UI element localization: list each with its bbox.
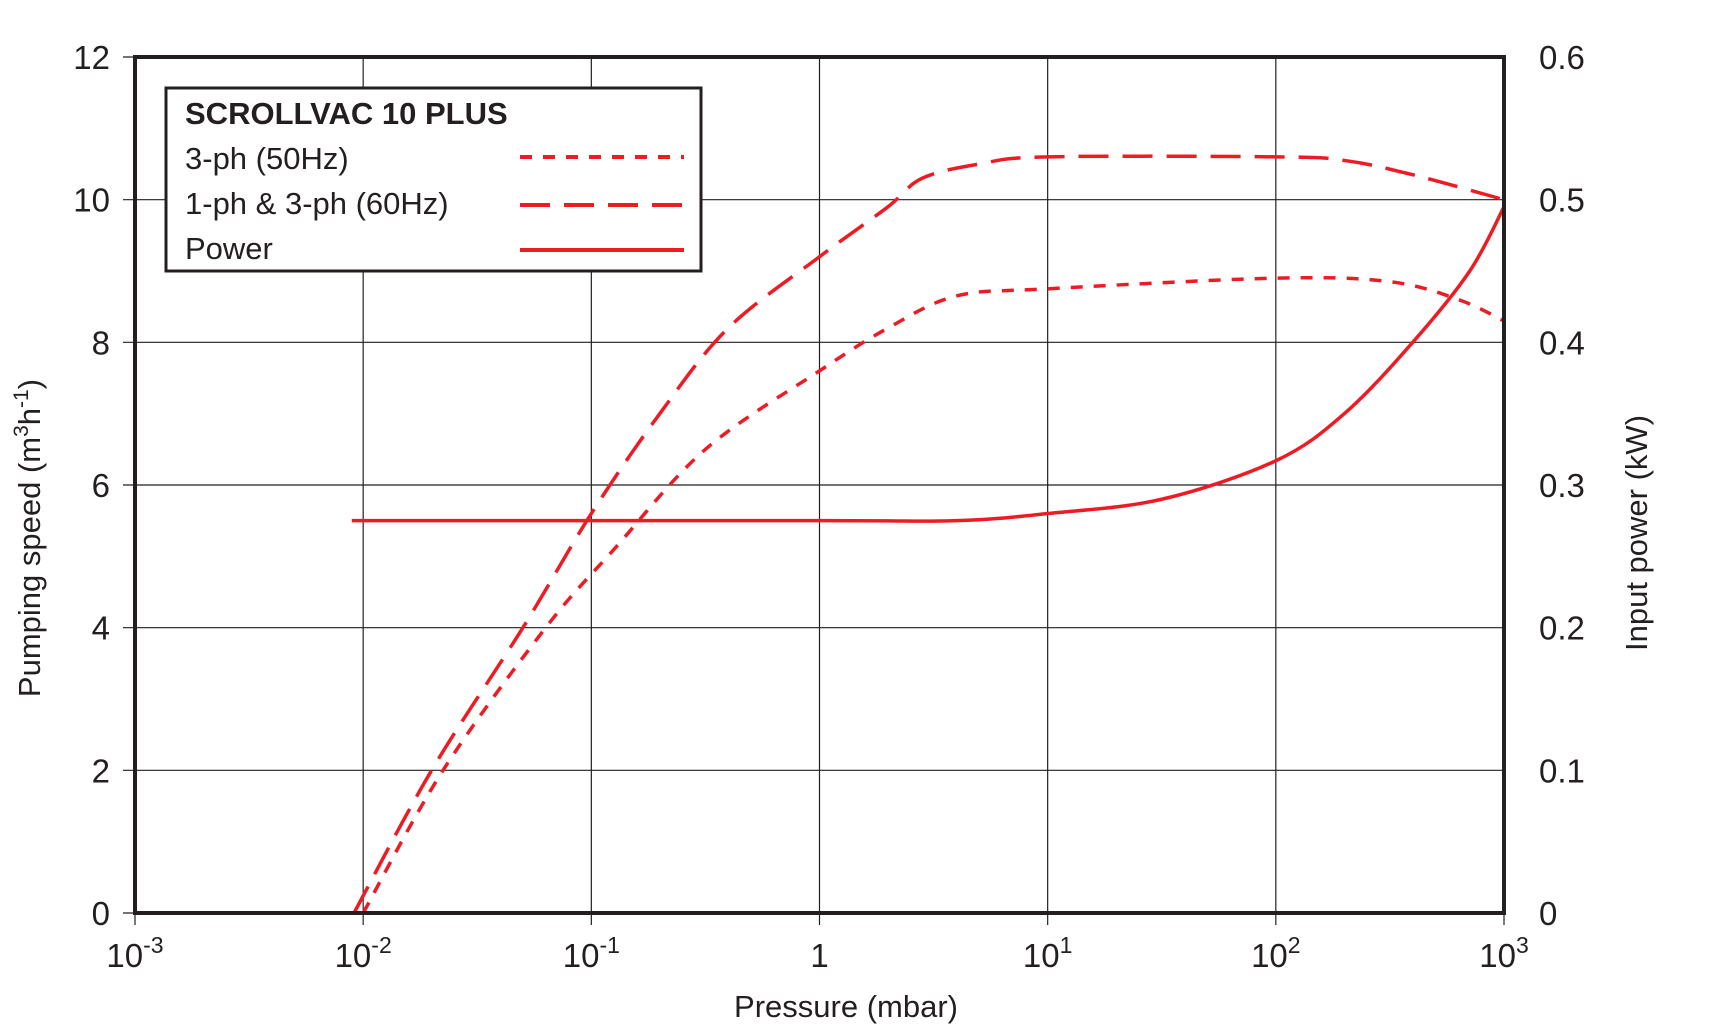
y-tick-label: 2 — [92, 752, 110, 789]
x-tick-label: 1 — [810, 937, 828, 974]
y-tick-label: 0 — [92, 895, 110, 932]
y2-tick-label: 0.2 — [1539, 610, 1585, 647]
series-line-1-ph-3-ph-60hz- — [352, 154, 1505, 914]
tick-labels: 10-3 10-2 10-1 1 101 102 103 0 2 4 6 8 10 12 0 0.1 0.2 0.… — [73, 39, 1585, 974]
y-axis-label: Pumping speed (m3h-1) — [10, 379, 47, 697]
plot-frame — [133, 55, 1506, 915]
x-axis-label: Pressure (mbar) — [734, 989, 958, 1024]
legend-title: SCROLLVAC 10 PLUS — [185, 96, 508, 131]
y2-tick-label: 0.3 — [1539, 467, 1585, 504]
y2-tick-label: 0.1 — [1539, 752, 1585, 789]
y2-tick-label: 0.5 — [1539, 182, 1585, 219]
y-tick-label: 8 — [92, 324, 110, 361]
legend: SCROLLVAC 10 PLUS 3-ph (50Hz) 1-ph & 3-p… — [164, 86, 703, 273]
y2-axis-label: Input power (kW) — [1619, 415, 1654, 651]
x-tick-label: 101 — [1023, 932, 1073, 974]
y-tick-label: 10 — [73, 182, 110, 219]
x-tick-label: 10-3 — [106, 932, 163, 974]
legend-box — [164, 86, 703, 273]
y-tick-label: 6 — [92, 467, 110, 504]
x-tick-label: 10-2 — [335, 932, 392, 974]
y-tick-label: 12 — [73, 39, 110, 76]
series-line-3-ph-50hz- — [361, 275, 1505, 914]
legend-label-60hz: 1-ph & 3-ph (60Hz) — [185, 186, 449, 221]
x-tick-label: 102 — [1251, 932, 1301, 974]
legend-label-power: Power — [185, 231, 273, 266]
series-layer — [351, 154, 1506, 914]
series-line-power — [351, 205, 1506, 523]
y-tick-label: 4 — [92, 610, 110, 647]
y2-tick-label: 0.6 — [1539, 39, 1585, 76]
y2-tick-label: 0 — [1539, 895, 1557, 932]
y2-tick-label: 0.4 — [1539, 324, 1585, 361]
x-tick-label: 103 — [1479, 932, 1529, 974]
x-tick-label: 10-1 — [563, 932, 620, 974]
legend-label-50hz: 3-ph (50Hz) — [185, 141, 349, 176]
